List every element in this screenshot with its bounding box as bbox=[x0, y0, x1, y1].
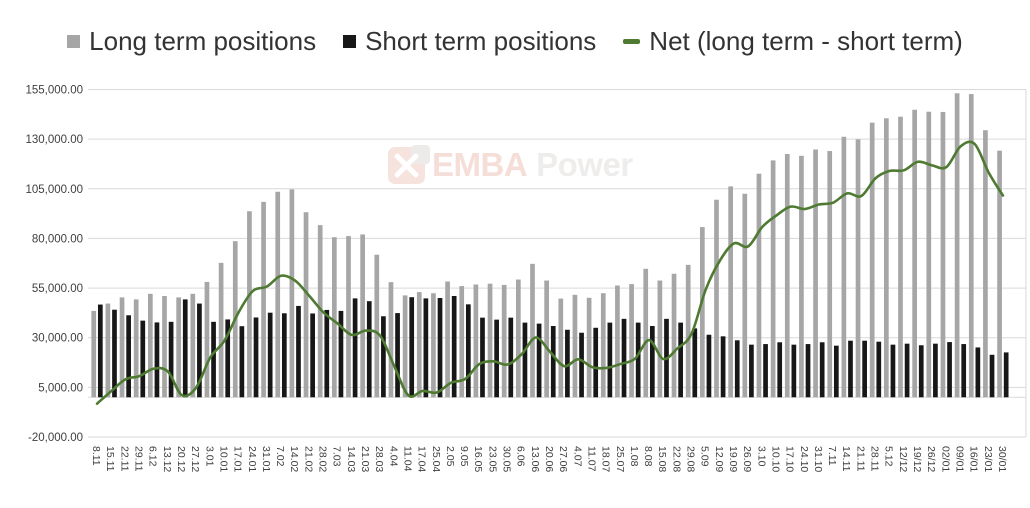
svg-text:5.12: 5.12 bbox=[883, 446, 895, 467]
svg-text:27.06: 27.06 bbox=[557, 446, 569, 472]
svg-text:30.05: 30.05 bbox=[501, 446, 513, 472]
watermark-logo-icon bbox=[388, 144, 430, 184]
svg-text:4.07: 4.07 bbox=[571, 446, 583, 467]
svg-text:4.04: 4.04 bbox=[387, 446, 399, 467]
svg-text:7.11: 7.11 bbox=[826, 446, 838, 466]
svg-text:21.02: 21.02 bbox=[302, 446, 314, 472]
legend: Long term positions Short term positions… bbox=[0, 26, 1030, 57]
legend-label-net: Net (long term - short term) bbox=[649, 26, 963, 56]
svg-text:20.06: 20.06 bbox=[543, 446, 555, 472]
svg-text:30,000.00: 30,000.00 bbox=[32, 333, 83, 345]
svg-text:25.04: 25.04 bbox=[430, 446, 442, 472]
svg-text:14.03: 14.03 bbox=[345, 446, 357, 472]
svg-text:1.08: 1.08 bbox=[628, 446, 640, 467]
svg-text:6.12: 6.12 bbox=[147, 446, 159, 467]
svg-text:6.06: 6.06 bbox=[515, 446, 527, 467]
svg-text:21.03: 21.03 bbox=[359, 446, 371, 472]
short-term-marker-icon bbox=[343, 35, 357, 48]
legend-label-short-term: Short term positions bbox=[365, 26, 597, 56]
net-marker-icon bbox=[623, 39, 641, 44]
long-term-marker-icon bbox=[67, 35, 81, 48]
svg-text:11.04: 11.04 bbox=[401, 446, 413, 472]
svg-text:19/12: 19/12 bbox=[911, 446, 923, 472]
watermark-brand: EMBA bbox=[432, 146, 528, 183]
svg-text:28.03: 28.03 bbox=[373, 446, 385, 472]
svg-text:13.06: 13.06 bbox=[529, 446, 541, 472]
svg-text:09/01: 09/01 bbox=[953, 446, 965, 472]
svg-text:12.09: 12.09 bbox=[713, 446, 725, 472]
svg-text:24.10: 24.10 bbox=[798, 446, 810, 472]
svg-text:16/01: 16/01 bbox=[968, 446, 980, 472]
svg-text:10.10: 10.10 bbox=[769, 446, 781, 472]
svg-text:23/01: 23/01 bbox=[982, 446, 994, 472]
svg-text:14.02: 14.02 bbox=[288, 446, 300, 472]
svg-text:13.12: 13.12 bbox=[161, 446, 173, 472]
svg-text:27.12: 27.12 bbox=[189, 446, 201, 472]
svg-text:3.10: 3.10 bbox=[755, 446, 767, 467]
svg-text:8.11: 8.11 bbox=[90, 446, 102, 466]
svg-text:17.10: 17.10 bbox=[784, 446, 796, 472]
svg-text:9.05: 9.05 bbox=[458, 446, 470, 467]
svg-text:25.07: 25.07 bbox=[614, 446, 626, 472]
svg-text:2.05: 2.05 bbox=[444, 446, 456, 467]
svg-text:8.08: 8.08 bbox=[642, 446, 654, 467]
svg-text:20.12: 20.12 bbox=[175, 446, 187, 472]
legend-item-long-term: Long term positions bbox=[67, 26, 316, 57]
svg-text:-20,000.00: -20,000.00 bbox=[28, 432, 83, 444]
svg-text:130,000.00: 130,000.00 bbox=[25, 134, 83, 146]
legend-label-long-term: Long term positions bbox=[89, 26, 317, 56]
watermark-brand2: Power bbox=[536, 146, 633, 183]
svg-text:21.11: 21.11 bbox=[854, 446, 866, 472]
svg-text:15.08: 15.08 bbox=[656, 446, 668, 472]
svg-text:28.11: 28.11 bbox=[869, 446, 881, 472]
svg-text:12/12: 12/12 bbox=[897, 446, 909, 472]
svg-text:30/01: 30/01 bbox=[996, 446, 1008, 472]
svg-text:10.01: 10.01 bbox=[217, 446, 229, 472]
svg-text:17.04: 17.04 bbox=[416, 446, 428, 472]
svg-text:11.07: 11.07 bbox=[585, 446, 597, 472]
svg-text:23.05: 23.05 bbox=[486, 446, 498, 472]
svg-text:29.08: 29.08 bbox=[685, 446, 697, 472]
legend-item-short-term: Short term positions bbox=[343, 26, 596, 57]
svg-text:18.07: 18.07 bbox=[600, 446, 612, 472]
svg-text:31.01: 31.01 bbox=[260, 446, 272, 472]
svg-text:26/12: 26/12 bbox=[925, 446, 937, 472]
svg-text:3.01: 3.01 bbox=[203, 446, 215, 467]
svg-text:15.11: 15.11 bbox=[104, 446, 116, 472]
svg-text:7.02: 7.02 bbox=[274, 446, 286, 467]
svg-text:24.01: 24.01 bbox=[246, 446, 258, 472]
svg-text:17.01: 17.01 bbox=[232, 446, 244, 472]
svg-text:29.11: 29.11 bbox=[133, 446, 145, 472]
svg-text:7.03: 7.03 bbox=[331, 446, 343, 467]
svg-text:155,000.00: 155,000.00 bbox=[25, 85, 83, 97]
svg-text:22.08: 22.08 bbox=[670, 446, 682, 472]
svg-text:26.09: 26.09 bbox=[741, 446, 753, 472]
svg-text:16.05: 16.05 bbox=[472, 446, 484, 472]
svg-text:55,000.00: 55,000.00 bbox=[32, 283, 83, 295]
watermark: EMBA Power bbox=[388, 144, 633, 184]
svg-text:02/01: 02/01 bbox=[939, 446, 951, 472]
svg-text:5.09: 5.09 bbox=[699, 446, 711, 467]
legend-item-net: Net (long term - short term) bbox=[623, 26, 963, 57]
svg-text:19.09: 19.09 bbox=[727, 446, 739, 472]
svg-text:5,000.00: 5,000.00 bbox=[38, 382, 83, 394]
svg-text:80,000.00: 80,000.00 bbox=[32, 233, 83, 245]
svg-text:28.02: 28.02 bbox=[317, 446, 329, 472]
svg-text:14.11: 14.11 bbox=[840, 446, 852, 472]
svg-text:22.11: 22.11 bbox=[118, 446, 130, 472]
svg-text:31.10: 31.10 bbox=[812, 446, 824, 472]
svg-text:105,000.00: 105,000.00 bbox=[25, 184, 83, 196]
